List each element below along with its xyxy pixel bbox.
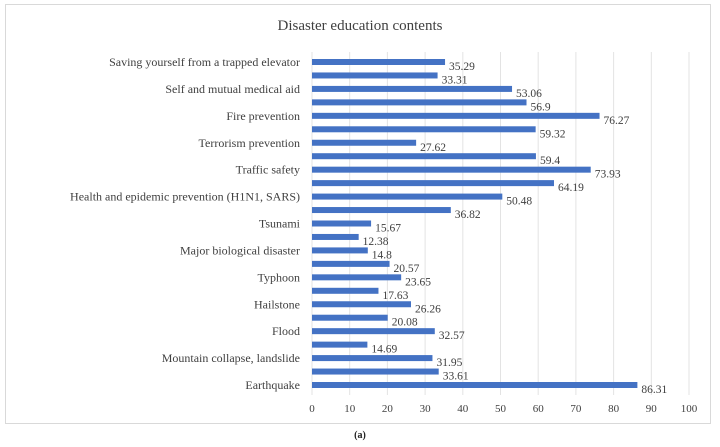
x-tick-label: 10: [344, 403, 356, 415]
data-label: 31.95: [436, 357, 462, 369]
x-tick-label: 40: [457, 403, 469, 415]
x-tick-label: 50: [495, 403, 507, 415]
data-label: 73.93: [595, 169, 621, 181]
bar: [312, 72, 438, 79]
category-label: Fire prevention: [226, 109, 300, 123]
bar: [312, 274, 402, 281]
data-label: 59.32: [540, 128, 566, 140]
data-label: 35.29: [449, 61, 475, 73]
bar: [312, 99, 527, 106]
chart-frame: [5, 4, 711, 424]
bar: [312, 368, 439, 375]
data-label: 26.26: [415, 303, 441, 315]
bar: [312, 126, 536, 133]
bar: [312, 180, 554, 187]
x-tick-label: 100: [681, 403, 698, 415]
data-label: 20.57: [394, 263, 420, 275]
bar: [312, 260, 390, 267]
bar: [312, 247, 368, 254]
bar: [312, 355, 433, 362]
bar: [312, 220, 372, 227]
x-tick-label: 30: [420, 403, 432, 415]
data-label: 14.69: [371, 344, 397, 356]
category-label: Earthquake: [245, 378, 300, 392]
bar: [312, 112, 600, 119]
data-label: 56.9: [531, 101, 551, 113]
bar: [312, 139, 417, 146]
x-tick-label: 70: [570, 403, 582, 415]
category-label: Major biological disaster: [180, 243, 300, 257]
category-label: Terrorism prevention: [199, 136, 300, 150]
data-label: 36.82: [455, 209, 481, 221]
bar: [312, 233, 359, 240]
bar: [312, 85, 513, 92]
category-label: Health and epidemic prevention (H1N1, SA…: [70, 190, 300, 204]
bar: [312, 341, 368, 348]
bar: [312, 207, 451, 214]
x-tick-label: 20: [382, 403, 394, 415]
bar: [312, 193, 503, 200]
category-label: Flood: [272, 324, 300, 338]
data-label: 33.61: [443, 371, 469, 383]
category-label: Saving yourself from a trapped elevator: [109, 55, 300, 69]
data-label: 12.38: [363, 236, 389, 248]
chart-title: Disaster education contents: [277, 18, 443, 34]
bar: [312, 314, 388, 321]
figure-caption: (a): [354, 430, 366, 441]
bar: [312, 287, 379, 294]
bar: [312, 153, 536, 160]
data-label: 59.4: [540, 155, 560, 167]
bar: [312, 301, 412, 308]
x-tick-label: 0: [309, 403, 315, 415]
data-label: 27.62: [420, 142, 446, 154]
bar: [312, 328, 435, 335]
data-label: 14.8: [372, 249, 392, 261]
bar: [312, 166, 591, 173]
data-label: 50.48: [506, 196, 532, 208]
x-tick-label: 90: [646, 403, 658, 415]
bar: [312, 382, 638, 388]
bar: [312, 59, 446, 65]
category-label: Typhoon: [258, 270, 301, 284]
data-label: 17.63: [382, 290, 408, 302]
data-label: 20.08: [392, 317, 418, 329]
category-label: Traffic safety: [236, 163, 300, 177]
data-label: 64.19: [558, 182, 584, 194]
category-label: Mountain collapse, landslide: [162, 351, 300, 365]
data-label: 15.67: [375, 223, 401, 235]
data-label: 32.57: [439, 330, 465, 342]
data-label: 76.27: [604, 115, 630, 127]
category-label: Tsunami: [259, 217, 301, 231]
data-label: 33.31: [442, 74, 468, 86]
category-label: Self and mutual medical aid: [165, 82, 300, 96]
x-tick-label: 80: [608, 403, 620, 415]
x-tick-label: 60: [533, 403, 545, 415]
data-label: 23.65: [405, 276, 431, 288]
data-label: 86.31: [641, 384, 667, 396]
data-label: 53.06: [516, 88, 542, 100]
category-label: Hailstone: [254, 297, 300, 311]
